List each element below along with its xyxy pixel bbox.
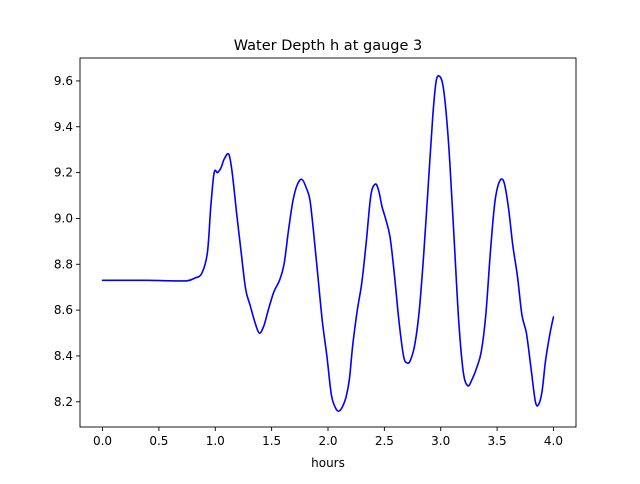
x-tick-label: 2.5 bbox=[375, 434, 394, 448]
x-axis-label: hours bbox=[311, 456, 345, 470]
x-tick-label: 0.5 bbox=[149, 434, 168, 448]
y-tick-label: 9.2 bbox=[54, 166, 73, 180]
x-tick-label: 4.0 bbox=[544, 434, 563, 448]
y-tick-label: 9.4 bbox=[54, 120, 73, 134]
x-tick-label: 3.0 bbox=[431, 434, 450, 448]
series-line bbox=[101, 74, 555, 412]
y-tick-label: 8.8 bbox=[54, 257, 73, 271]
x-tick-label: 1.5 bbox=[262, 434, 281, 448]
x-tick-label: 2.0 bbox=[318, 434, 337, 448]
y-axis: 8.2 8.4 8.6 8.8 9.0 9.2 9.4 9.6 bbox=[54, 74, 80, 409]
y-tick-label: 9.0 bbox=[54, 211, 73, 225]
y-tick-label: 8.4 bbox=[54, 349, 73, 363]
plot-frame bbox=[79, 57, 577, 428]
x-axis: 0.0 0.5 1.0 1.5 2.0 2.5 3.0 3.5 4.0 bbox=[93, 427, 563, 448]
chart-title: Water Depth h at gauge 3 bbox=[234, 38, 422, 54]
x-tick-label: 3.5 bbox=[488, 434, 507, 448]
y-tick-label: 8.2 bbox=[54, 395, 73, 409]
x-tick-label: 0.0 bbox=[93, 434, 112, 448]
y-tick-label: 9.6 bbox=[54, 74, 73, 88]
x-tick-label: 1.0 bbox=[206, 434, 225, 448]
y-tick-label: 8.6 bbox=[54, 303, 73, 317]
